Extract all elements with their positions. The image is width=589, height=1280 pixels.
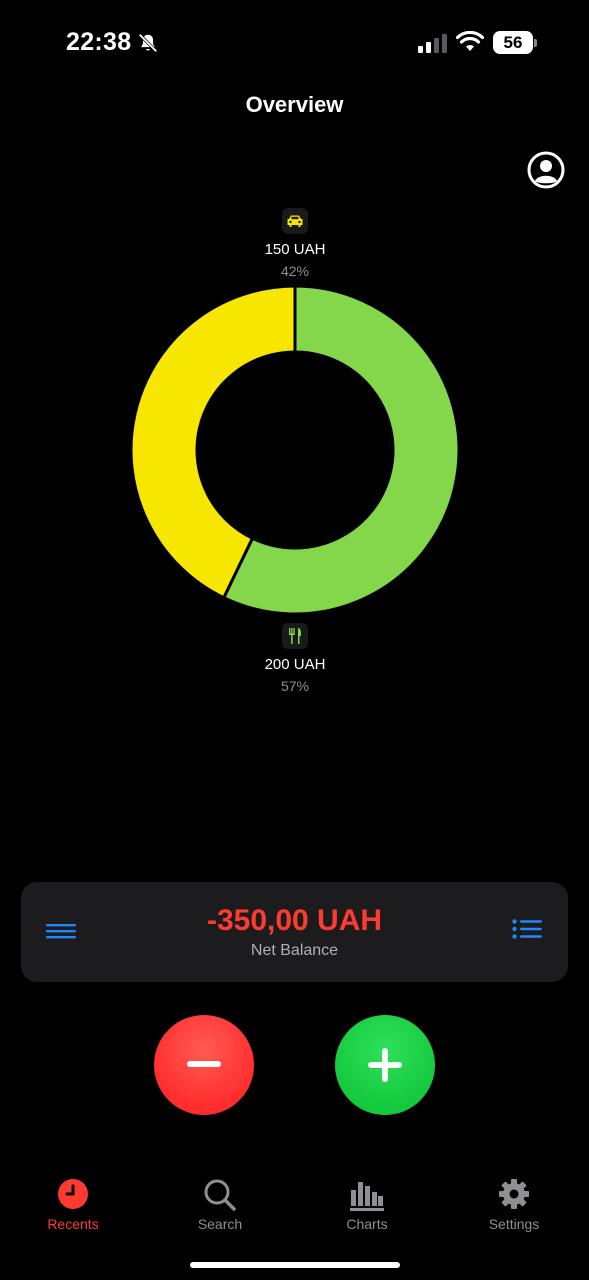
battery-icon: 56 — [493, 31, 537, 54]
bell-slash-icon — [138, 33, 158, 53]
signal-icon — [418, 34, 447, 53]
net-balance-label: Net Balance — [250, 942, 339, 959]
tab-search[interactable]: Search — [165, 1178, 275, 1232]
search-icon — [204, 1179, 236, 1211]
expense-donut-chart[interactable] — [130, 285, 460, 615]
tab-settings[interactable]: Settings — [459, 1178, 569, 1232]
chart-label-transport: 150 UAH 42% — [235, 208, 355, 282]
plus-icon — [368, 1048, 402, 1082]
donut-slice-food[interactable] — [221, 285, 460, 615]
battery-level: 56 — [493, 31, 533, 54]
transport-percent: 42% — [280, 263, 310, 279]
clock-icon — [58, 1179, 88, 1209]
food-percent: 57% — [280, 678, 310, 694]
tab-charts[interactable]: Charts — [312, 1178, 422, 1232]
donut-slice-transport[interactable] — [130, 285, 297, 600]
tab-settings-label: Settings — [488, 1216, 540, 1232]
list-icon[interactable] — [511, 918, 543, 944]
tab-charts-label: Charts — [346, 1216, 388, 1232]
page-title: Overview — [245, 92, 344, 117]
status-time: 22:38 — [66, 28, 132, 56]
person-circle-icon[interactable] — [527, 151, 565, 189]
bar-chart-icon — [350, 1182, 384, 1211]
gear-icon — [499, 1179, 529, 1209]
minus-icon — [187, 1061, 221, 1067]
net-balance-amount: -350,00 UAH — [206, 904, 383, 937]
menu-lines-icon[interactable] — [45, 918, 77, 944]
food-amount: 200 UAH — [264, 656, 326, 673]
transport-amount: 150 UAH — [264, 241, 326, 258]
fork-knife-icon — [282, 623, 308, 649]
tab-search-label: Search — [197, 1216, 243, 1232]
chart-label-food: 200 UAH 57% — [235, 623, 355, 697]
car-icon — [282, 208, 308, 234]
tab-recents-label: Recents — [47, 1216, 99, 1232]
net-balance-card[interactable]: -350,00 UAH Net Balance — [21, 882, 568, 982]
add-income-button[interactable] — [335, 1015, 435, 1115]
home-indicator — [190, 1262, 400, 1268]
add-expense-button[interactable] — [154, 1015, 254, 1115]
wifi-icon — [456, 31, 484, 51]
tab-recents[interactable]: Recents — [18, 1178, 128, 1232]
